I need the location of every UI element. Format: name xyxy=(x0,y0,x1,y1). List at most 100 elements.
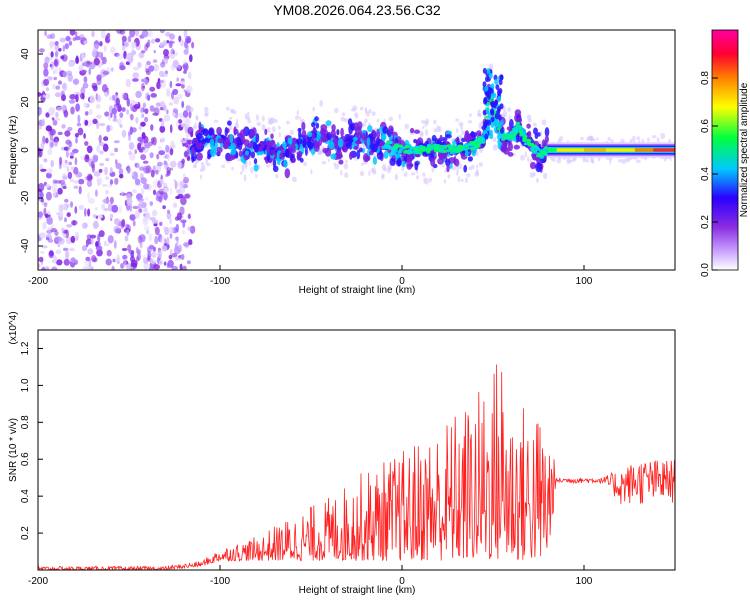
noise-speckle xyxy=(92,85,98,92)
noise-speckle xyxy=(46,216,53,225)
noise-speckle xyxy=(116,254,120,262)
noise-speckle xyxy=(166,166,171,175)
snr-series-line xyxy=(38,364,675,570)
noise-speckle xyxy=(177,161,182,170)
x-tick-label: -200 xyxy=(28,576,48,587)
ridge-core xyxy=(539,155,544,159)
y-tick-label: -40 xyxy=(20,238,31,253)
ridge-blob xyxy=(470,132,478,138)
noise-speckle xyxy=(127,244,132,252)
halo-speckle xyxy=(268,119,274,125)
noise-speckle xyxy=(155,102,161,107)
noise-speckle xyxy=(61,227,64,233)
ridge-core xyxy=(415,145,420,149)
ridge-blob xyxy=(463,164,468,173)
ridge-blob xyxy=(307,131,313,138)
noise-speckle xyxy=(68,161,73,166)
noise-speckle xyxy=(98,230,105,238)
noise-speckle xyxy=(189,225,196,234)
ridge-blob xyxy=(314,116,319,122)
ridge-blob xyxy=(304,146,308,157)
noise-speckle xyxy=(59,179,66,185)
halo-speckle xyxy=(438,126,442,133)
y-tick-label: 0.4 xyxy=(20,489,31,503)
noise-speckle xyxy=(51,117,55,121)
noise-speckle xyxy=(73,180,79,184)
noise-speckle xyxy=(118,168,124,175)
halo-speckle xyxy=(424,178,429,185)
noise-speckle xyxy=(134,162,140,169)
halo-speckle xyxy=(404,123,410,129)
ridge-blob xyxy=(270,149,276,155)
halo-speckle xyxy=(460,124,463,131)
ridge-blob xyxy=(406,152,413,163)
halo-speckle xyxy=(527,118,532,123)
noise-speckle xyxy=(163,114,171,122)
colorbar-tick-label: 0.4 xyxy=(700,167,711,181)
ridge-blob xyxy=(291,137,297,145)
noise-speckle xyxy=(162,40,167,47)
noise-speckle xyxy=(189,54,193,63)
halo-speckle xyxy=(456,170,459,176)
ridge-core xyxy=(456,149,461,153)
noise-speckle xyxy=(150,258,156,265)
noise-speckle xyxy=(75,103,80,112)
halo-speckle xyxy=(321,161,327,165)
noise-speckle xyxy=(171,252,178,258)
noise-speckle xyxy=(96,114,102,119)
noise-speckle xyxy=(93,171,101,177)
noise-speckle xyxy=(51,266,58,270)
noise-speckle xyxy=(167,209,170,214)
halo-speckle xyxy=(457,176,461,183)
ridge-core xyxy=(522,139,527,143)
noise-speckle xyxy=(117,204,123,214)
ridge-blob xyxy=(340,127,344,137)
noise-speckle xyxy=(84,155,90,163)
ridge-blob xyxy=(465,148,469,158)
noise-speckle xyxy=(86,145,93,154)
noise-speckle xyxy=(96,145,100,153)
noise-speckle xyxy=(186,37,191,44)
noise-speckle xyxy=(63,258,70,266)
x-tick-label: -200 xyxy=(28,276,48,287)
spike-blob xyxy=(489,129,493,136)
noise-speckle xyxy=(161,245,168,252)
noise-speckle xyxy=(45,191,52,201)
noise-speckle xyxy=(164,70,169,75)
noise-speckle xyxy=(111,265,115,270)
ridge-core xyxy=(398,148,404,152)
noise-speckle xyxy=(75,171,83,178)
ridge-blob xyxy=(296,138,303,145)
halo-speckle xyxy=(358,144,362,149)
noise-speckle xyxy=(119,112,124,118)
halo-speckle xyxy=(431,166,435,173)
noise-speckle xyxy=(147,251,152,259)
ridge-core xyxy=(436,149,442,153)
noise-speckle xyxy=(38,182,45,192)
noise-speckle xyxy=(181,158,185,164)
noise-speckle xyxy=(143,183,150,190)
noise-speckle xyxy=(163,49,169,57)
noise-speckle xyxy=(84,119,89,126)
noise-speckle xyxy=(134,178,141,186)
ridge-blob xyxy=(430,157,436,167)
noise-speckle xyxy=(70,152,75,156)
noise-speckle xyxy=(70,178,74,183)
noise-speckle xyxy=(126,229,130,236)
halo-speckle xyxy=(425,129,428,136)
noise-speckle xyxy=(168,226,174,235)
halo-speckle xyxy=(543,172,548,180)
noise-speckle xyxy=(183,176,190,184)
ridge-core xyxy=(508,134,513,138)
ridge-core xyxy=(478,136,484,140)
noise-speckle xyxy=(159,42,164,48)
noise-speckle xyxy=(109,213,114,219)
noise-speckle xyxy=(148,65,155,72)
ridge-blob xyxy=(464,132,470,143)
noise-speckle xyxy=(178,35,182,43)
noise-speckle xyxy=(42,266,46,270)
noise-speckle xyxy=(81,245,88,252)
noise-speckle xyxy=(68,99,76,104)
noise-speckle xyxy=(62,175,68,180)
snr-frame xyxy=(37,329,676,571)
